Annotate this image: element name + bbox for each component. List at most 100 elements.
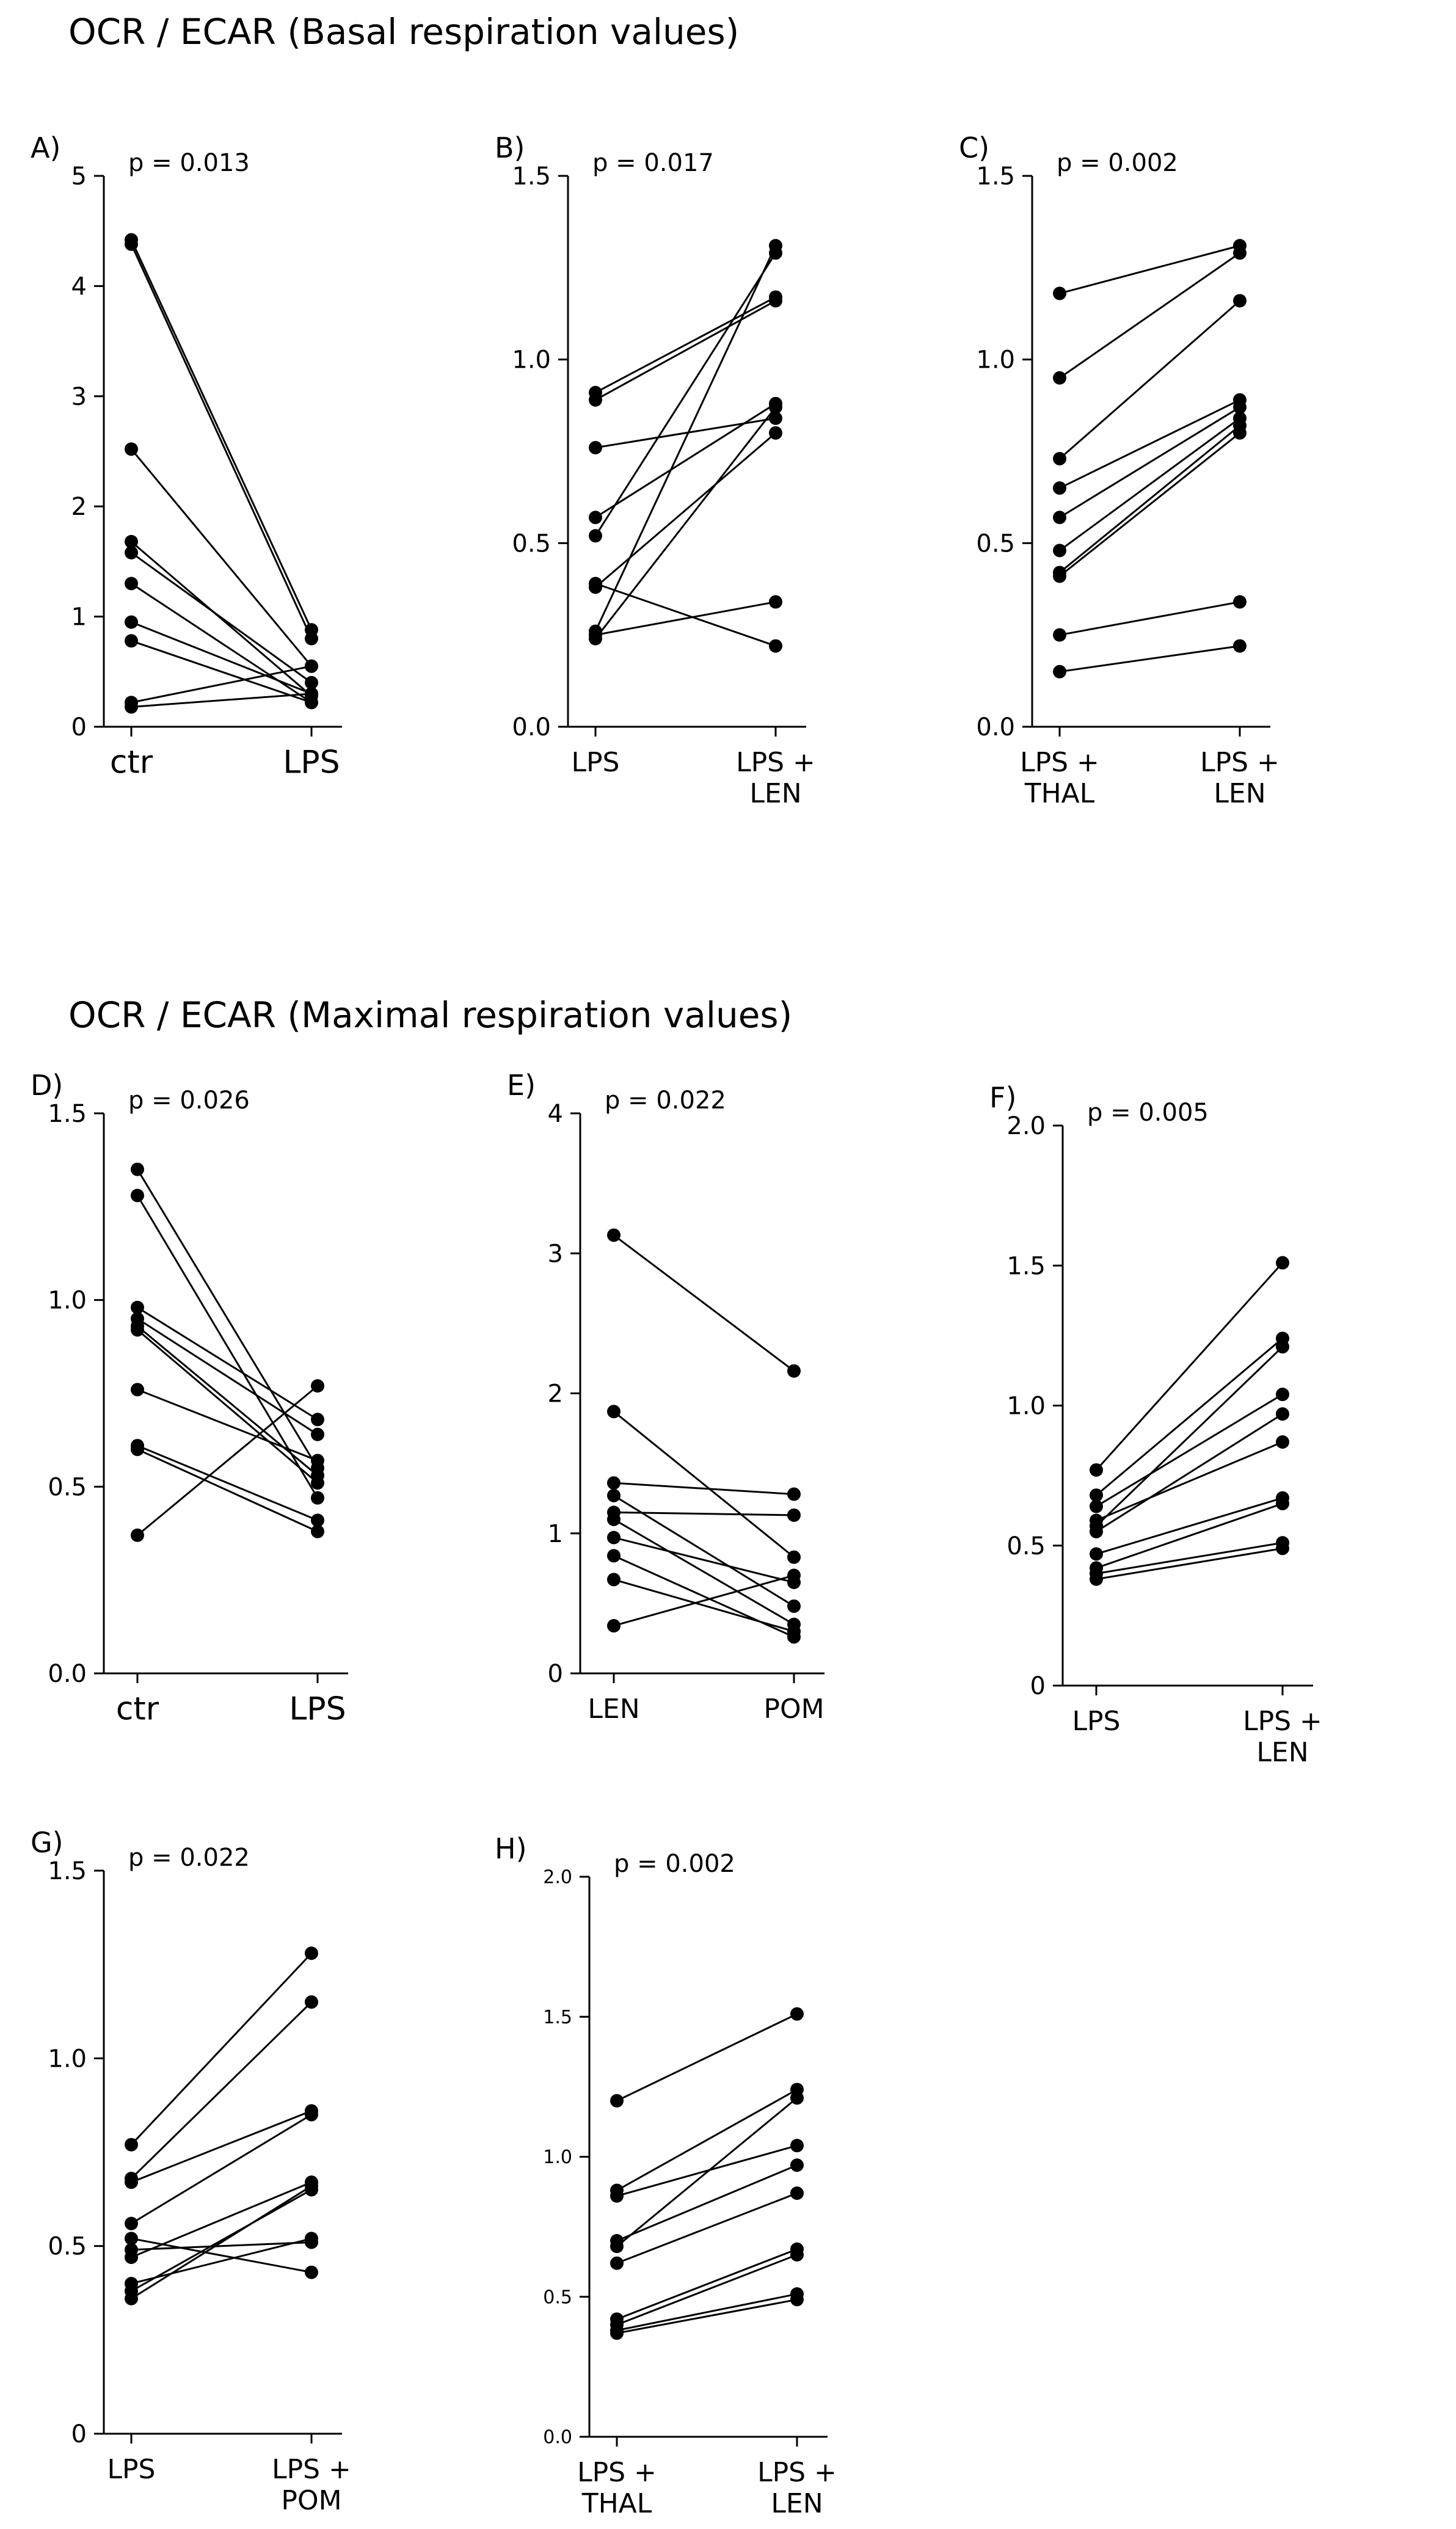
pair-line bbox=[616, 2293, 798, 2332]
data-point-before bbox=[1090, 1547, 1103, 1561]
data-point-after bbox=[790, 2247, 804, 2262]
pair-line bbox=[1059, 432, 1240, 577]
x-category-label: LPS + LEN bbox=[757, 2457, 837, 2519]
pair-line bbox=[1059, 300, 1240, 460]
data-point-before bbox=[607, 1573, 621, 1587]
data-point-after bbox=[311, 1476, 324, 1490]
basal-section-title: OCR / ECAR (Basal respiration values) bbox=[68, 11, 740, 53]
data-point-before bbox=[607, 1549, 621, 1563]
panel-label: G) bbox=[31, 1826, 64, 1859]
pair-line bbox=[613, 1574, 795, 1627]
y-tick-label: 0.5 bbox=[48, 1473, 87, 1501]
data-point-after bbox=[790, 2139, 804, 2153]
pair-line bbox=[137, 1325, 318, 1477]
x-category-label: LPS + LEN bbox=[736, 747, 815, 809]
data-point-before bbox=[589, 440, 602, 454]
y-tick-label: 4 bbox=[548, 1100, 563, 1128]
pair-line bbox=[613, 1578, 795, 1632]
data-point-before bbox=[131, 1188, 144, 1203]
pair-line bbox=[1059, 406, 1240, 519]
p-value-label: p = 0.017 bbox=[592, 149, 714, 177]
data-point-before bbox=[125, 634, 138, 648]
data-point-after bbox=[787, 1508, 801, 1522]
data-point-before bbox=[607, 1619, 621, 1633]
data-point-after bbox=[769, 426, 782, 440]
data-point-after bbox=[769, 239, 782, 253]
data-point-after bbox=[769, 595, 782, 609]
pair-line bbox=[594, 406, 777, 639]
data-point-after bbox=[1276, 1407, 1289, 1421]
pair-line bbox=[131, 2114, 312, 2225]
y-tick-label: 0 bbox=[71, 713, 87, 741]
data-point-after bbox=[311, 1427, 324, 1441]
pair-line bbox=[136, 1168, 319, 1469]
pair-line bbox=[616, 2248, 798, 2320]
pair-line bbox=[137, 1317, 318, 1436]
p-value-label: p = 0.022 bbox=[128, 1844, 250, 1872]
data-point-before bbox=[607, 1488, 621, 1502]
data-point-after bbox=[305, 659, 318, 673]
data-point-before bbox=[125, 237, 138, 251]
pair-line bbox=[1096, 1337, 1283, 1496]
p-value-label: p = 0.026 bbox=[128, 1086, 250, 1115]
chart-panel-d: D) p = 0.026 0.0 0.5 1.0 1.5 ctr LPS bbox=[31, 1069, 348, 1728]
chart-panel-c: C) p = 0.002 0.0 0.5 1.0 1.5 LPS + THAL LPS + LEN bbox=[959, 131, 1279, 809]
data-point-before bbox=[1053, 481, 1066, 495]
data-point-before bbox=[610, 2240, 624, 2254]
pair-line bbox=[595, 300, 776, 401]
data-point-after bbox=[1276, 1340, 1289, 1354]
pair-line bbox=[1096, 1441, 1283, 1521]
pair-line bbox=[131, 2241, 312, 2251]
data-point-after bbox=[311, 1513, 324, 1527]
y-tick-label: 0.5 bbox=[512, 529, 551, 558]
data-point-after bbox=[787, 1599, 801, 1613]
pair-line bbox=[613, 1537, 795, 1584]
y-tick-label: 0.0 bbox=[976, 713, 1015, 741]
data-point-before bbox=[607, 1476, 621, 1490]
chart-panel-h: H) p = 0.002 0.0 0.5 1.0 1.5 2.0 LPS + THAL LPS +… bbox=[495, 1832, 837, 2519]
pair-line bbox=[131, 665, 312, 704]
chart-panel-b: B) p = 0.017 0.0 0.5 1.0 1.5 LPS LPS + LEN bbox=[495, 131, 815, 809]
y-tick-label: 0.0 bbox=[48, 1660, 87, 1688]
data-point-after bbox=[305, 1946, 318, 1960]
p-value-label: p = 0.022 bbox=[605, 1086, 726, 1115]
data-point-before bbox=[125, 2232, 138, 2246]
data-point-before bbox=[125, 545, 138, 559]
pair-line bbox=[594, 245, 777, 632]
pair-line bbox=[595, 296, 776, 394]
data-point-before bbox=[610, 2256, 624, 2270]
y-tick-label: 0 bbox=[1030, 1672, 1046, 1700]
p-value-label: p = 0.002 bbox=[614, 1850, 735, 1878]
data-point-after bbox=[1276, 1435, 1289, 1449]
pair-line bbox=[616, 2013, 798, 2102]
data-point-after bbox=[787, 1625, 801, 1639]
data-point-before bbox=[125, 2251, 138, 2265]
pair-line bbox=[137, 1388, 318, 1461]
data-point-before bbox=[1053, 569, 1066, 583]
data-point-before bbox=[610, 2326, 624, 2340]
pair-line bbox=[595, 402, 776, 519]
data-point-before bbox=[1053, 286, 1066, 300]
pair-line bbox=[137, 1448, 318, 1533]
y-tick-label: 1.5 bbox=[1006, 1252, 1046, 1280]
x-category-label: LPS bbox=[289, 1691, 346, 1728]
y-tick-label: 2.0 bbox=[543, 1867, 572, 1888]
y-tick-label: 5 bbox=[71, 162, 87, 191]
y-tick-label: 0 bbox=[548, 1660, 563, 1688]
data-point-before bbox=[607, 1405, 621, 1419]
pair-line bbox=[1095, 1262, 1284, 1471]
x-category-label: LPS bbox=[283, 744, 340, 781]
pair-line bbox=[616, 2298, 798, 2334]
data-point-after bbox=[305, 2179, 318, 2193]
pair-line bbox=[131, 621, 312, 695]
y-tick-label: 0.0 bbox=[543, 2427, 572, 2448]
data-point-after bbox=[1233, 400, 1247, 414]
pair-line bbox=[131, 551, 312, 684]
panel-label: E) bbox=[507, 1069, 536, 1102]
data-point-after bbox=[787, 1568, 801, 1582]
data-point-after bbox=[305, 675, 318, 690]
pair-line bbox=[1059, 252, 1240, 379]
y-tick-label: 2 bbox=[548, 1380, 563, 1408]
pair-line bbox=[1096, 1541, 1283, 1575]
pair-line bbox=[137, 1329, 318, 1484]
